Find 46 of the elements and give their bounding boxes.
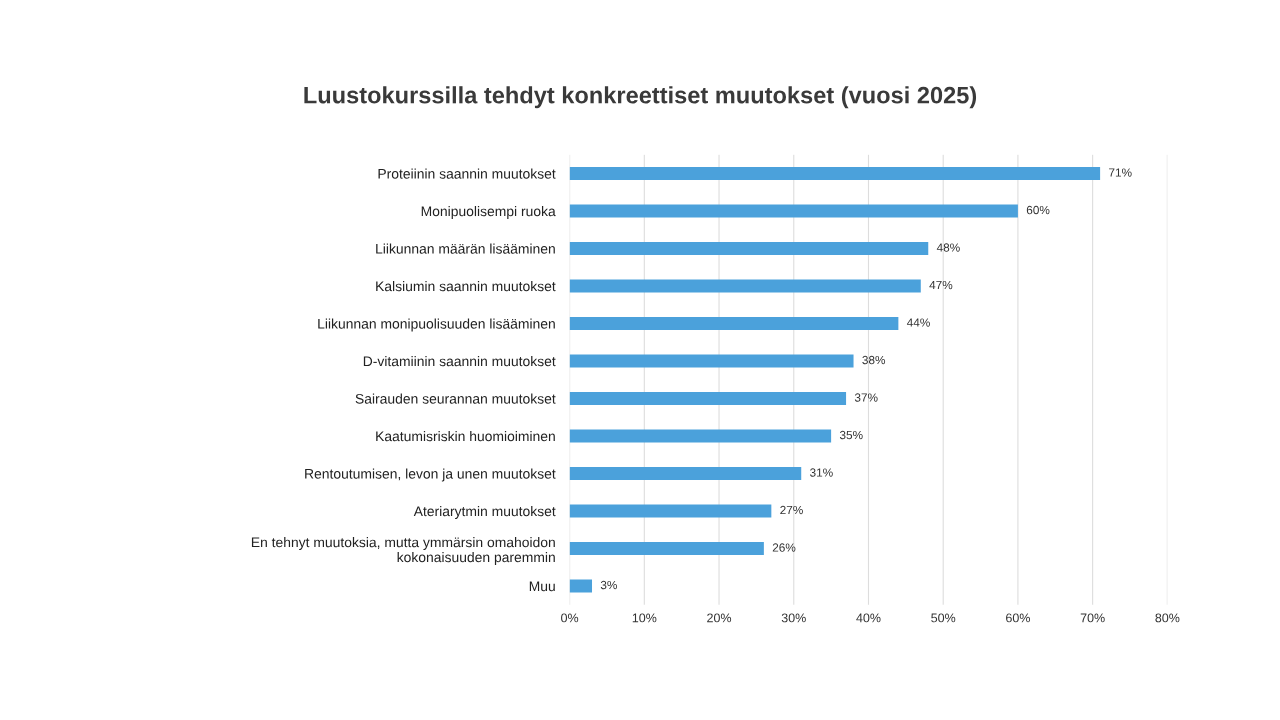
x-tick-label: 40% <box>856 613 881 623</box>
bar <box>569 391 847 406</box>
y-tick-label: Kalsiumin saannin muutokset <box>376 281 556 292</box>
bar <box>569 204 1018 218</box>
bar <box>569 429 832 443</box>
y-tick-label: En tehnyt muutoksia, mutta ymmärsin omahoidon kokonaisuuden paremmin <box>251 537 555 565</box>
y-tick-label: Proteiinin saannin muutokset <box>378 168 556 179</box>
y-tick-label: Rentoutumisen, levon ja unen muutokset <box>305 468 556 482</box>
data-label: 71% <box>1109 168 1132 177</box>
y-tick-label: Liikunnan määrän lisääminen <box>376 243 555 254</box>
data-label: 27% <box>780 505 803 515</box>
data-label: 60% <box>1026 205 1050 215</box>
x-tick-label: 20% <box>707 613 732 623</box>
x-tick-label: 0% <box>561 613 579 623</box>
data-label: 44% <box>906 318 930 327</box>
y-tick-label: D-vitamiinin saannin muutokset <box>363 356 556 367</box>
data-label: 26% <box>772 543 796 552</box>
bar <box>569 166 1101 181</box>
x-tick-label: 70% <box>1080 613 1105 623</box>
bar <box>569 279 921 293</box>
bar <box>569 504 772 518</box>
data-label: 3% <box>600 580 617 590</box>
bar <box>569 579 593 593</box>
y-tick-label: Kaatumisriskin huomioiminen <box>376 431 555 442</box>
data-label: 47% <box>929 280 953 290</box>
chart-title: Luustokurssilla tehdyt konkreettiset muutokset (vuosi 2025) <box>304 86 977 109</box>
x-tick-label: 30% <box>781 613 806 623</box>
data-label: 38% <box>862 355 886 365</box>
data-label: 31% <box>810 468 833 477</box>
y-tick-label: Sairauden seurannan muutokset <box>355 393 556 404</box>
bar <box>569 316 899 331</box>
bar <box>569 354 854 368</box>
x-tick-label: 80% <box>1155 613 1180 623</box>
y-tick-label: Liikunnan monipuolisuuden lisääminen <box>318 318 555 332</box>
data-label: 37% <box>854 393 878 402</box>
data-label: 48% <box>936 243 960 252</box>
bar <box>569 541 764 556</box>
bar <box>569 241 929 256</box>
y-tick-label: Monipuolisempi ruoka <box>421 206 556 219</box>
x-tick-label: 60% <box>1006 613 1030 623</box>
y-tick-label: Muu <box>529 581 555 592</box>
bar <box>569 466 802 481</box>
data-label: 35% <box>839 430 863 440</box>
y-tick-label: Ateriarytmin muutokset <box>413 506 556 519</box>
x-tick-label: 50% <box>931 613 956 623</box>
x-tick-label: 10% <box>632 613 657 623</box>
